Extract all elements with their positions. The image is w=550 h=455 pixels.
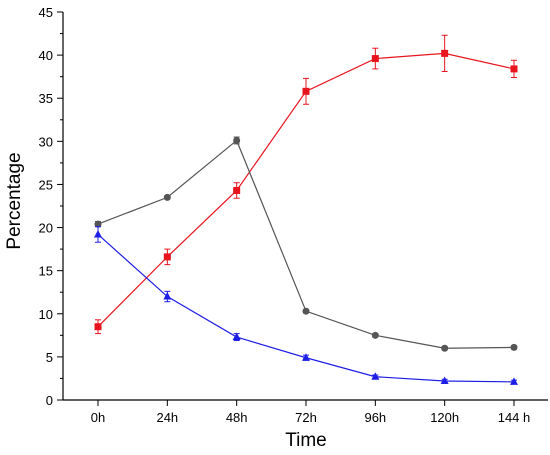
data-point xyxy=(302,307,310,315)
data-point xyxy=(163,193,171,201)
data-point xyxy=(302,353,310,361)
x-axis-ticks: 0h 24h 48h 72h 96h 120h 144 h xyxy=(91,400,531,425)
series-circle xyxy=(94,136,518,352)
series-line xyxy=(97,139,515,349)
data-point xyxy=(440,376,449,385)
data-point xyxy=(163,253,171,261)
y-tick-label: 45 xyxy=(39,5,53,20)
y-tick-label: 35 xyxy=(39,91,53,106)
y-axis-ticks: 0 5 10 15 20 25 30 35 40 45 xyxy=(39,5,63,408)
y-tick-label: 15 xyxy=(39,264,53,279)
data-point xyxy=(371,331,379,339)
y-axis-title: Percentage xyxy=(4,152,25,249)
series-square xyxy=(94,34,518,335)
data-point xyxy=(94,220,102,228)
data-point xyxy=(371,55,379,63)
y-tick-label: 0 xyxy=(46,393,53,408)
data-point xyxy=(371,372,380,380)
y-tick-label: 40 xyxy=(39,48,53,63)
y-tick-label: 10 xyxy=(39,307,53,322)
data-point xyxy=(232,332,241,341)
data-point xyxy=(94,229,102,238)
series-triangle xyxy=(94,226,518,385)
data-point xyxy=(233,136,241,144)
data-point xyxy=(163,292,172,300)
y-tick-label: 25 xyxy=(39,177,53,192)
x-tick-label: 48h xyxy=(226,410,248,425)
x-tick-label: 0h xyxy=(91,410,105,425)
y-tick-label: 20 xyxy=(39,221,53,236)
x-tick-label: 144 h xyxy=(498,410,531,425)
x-axis-title: Time xyxy=(285,430,327,451)
x-tick-label: 24h xyxy=(156,410,178,425)
x-tick-label: 72h xyxy=(295,410,317,425)
y-tick-label: 5 xyxy=(46,350,53,365)
x-tick-label: 96h xyxy=(364,410,386,425)
y-tick-label: 30 xyxy=(39,134,53,149)
x-tick-label: 120h xyxy=(430,410,459,425)
data-point xyxy=(233,186,241,194)
series-layer xyxy=(94,34,518,385)
data-point xyxy=(94,323,102,331)
plot-frame xyxy=(62,12,548,401)
data-point xyxy=(510,377,518,385)
data-point xyxy=(510,65,518,73)
data-point xyxy=(510,343,518,351)
data-point xyxy=(302,87,310,95)
data-point xyxy=(441,49,449,57)
data-point xyxy=(441,344,449,352)
